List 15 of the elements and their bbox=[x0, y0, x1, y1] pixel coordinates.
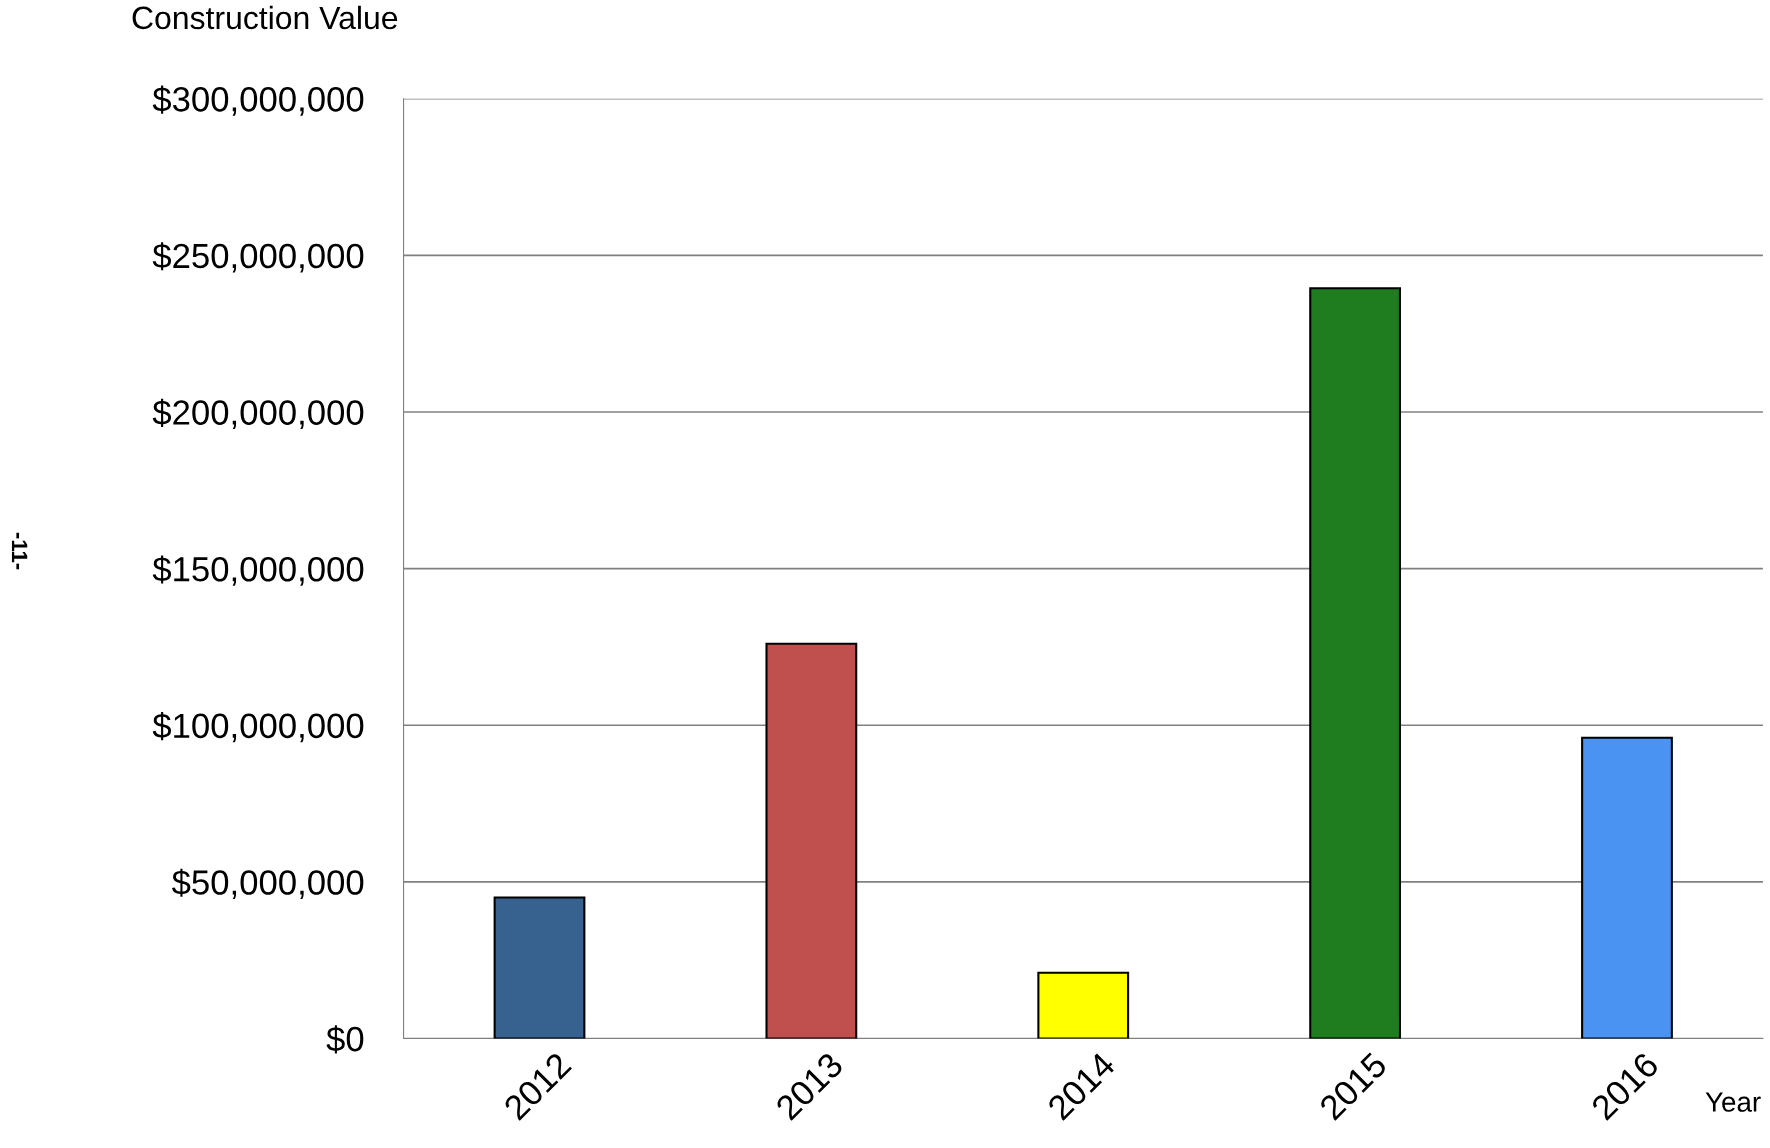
y-axis-title: Construction Value bbox=[132, 5, 398, 30]
bar bbox=[493, 896, 586, 1039]
y-tick-label: $250,000,000 bbox=[152, 242, 364, 273]
text: -11- bbox=[11, 532, 28, 570]
bar bbox=[1309, 287, 1402, 1039]
y-tick-label: $300,000,000 bbox=[152, 85, 364, 116]
y-tick-label: $50,000,000 bbox=[171, 868, 364, 899]
y-tick-label: $200,000,000 bbox=[152, 398, 364, 429]
y-tick-label: $100,000,000 bbox=[152, 712, 364, 743]
x-axis-title: Year bbox=[1705, 1092, 1761, 1112]
bar bbox=[765, 642, 858, 1039]
y-tick-label: $150,000,000 bbox=[152, 555, 364, 586]
y-tick-label: $0 bbox=[326, 1025, 364, 1054]
bar bbox=[1037, 971, 1130, 1039]
bar bbox=[1581, 736, 1673, 1039]
